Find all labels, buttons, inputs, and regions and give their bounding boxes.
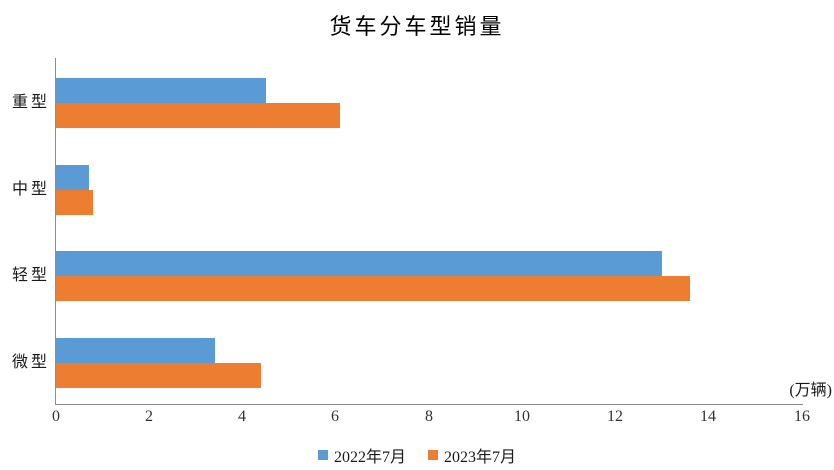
x-tick-label-12: 12 — [607, 408, 623, 425]
x-tick-label-8: 8 — [425, 408, 433, 425]
bar-s0-c1 — [56, 165, 89, 190]
bar-s1-c2 — [56, 276, 690, 301]
legend-marker-2022-icon — [317, 450, 328, 460]
legend-label-2022-07: 2022年7月 — [333, 449, 406, 466]
category-label-c0: 重型 — [11, 94, 50, 111]
bar-s1-c1 — [56, 190, 93, 215]
legend: 2022年7月 2023年7月 — [0, 443, 834, 467]
x-tick-label-16: 16 — [794, 408, 810, 425]
bar-s0-c2 — [56, 251, 662, 276]
category-label-c3: 微型 — [11, 354, 50, 371]
x-tick-label-14: 14 — [700, 408, 716, 425]
bar-s1-c3 — [56, 363, 261, 388]
legend-label-2023-07: 2023年7月 — [444, 449, 517, 466]
bar-s1-c0 — [56, 103, 340, 128]
category-label-c2: 轻型 — [11, 267, 50, 284]
chart-title: 货车分车型销量 — [329, 14, 505, 39]
x-tick-label-0: 0 — [52, 408, 60, 425]
legend-item-2023-07: 2023年7月 — [428, 443, 516, 467]
x-tick-label-2: 2 — [145, 408, 153, 425]
axis-unit-label: (万辆) — [789, 382, 832, 399]
x-tick-label-4: 4 — [238, 408, 246, 425]
x-tick-label-10: 10 — [514, 408, 530, 425]
y-axis-line — [55, 58, 56, 405]
x-tick-label-6: 6 — [331, 408, 339, 425]
x-axis-line — [55, 404, 803, 405]
legend-marker-2023-icon — [428, 450, 438, 460]
legend-item-2022-07: 2022年7月 — [317, 443, 406, 467]
bar-s0-c0 — [56, 78, 266, 103]
bar-s0-c3 — [56, 338, 215, 363]
category-label-c1: 中型 — [11, 181, 50, 198]
